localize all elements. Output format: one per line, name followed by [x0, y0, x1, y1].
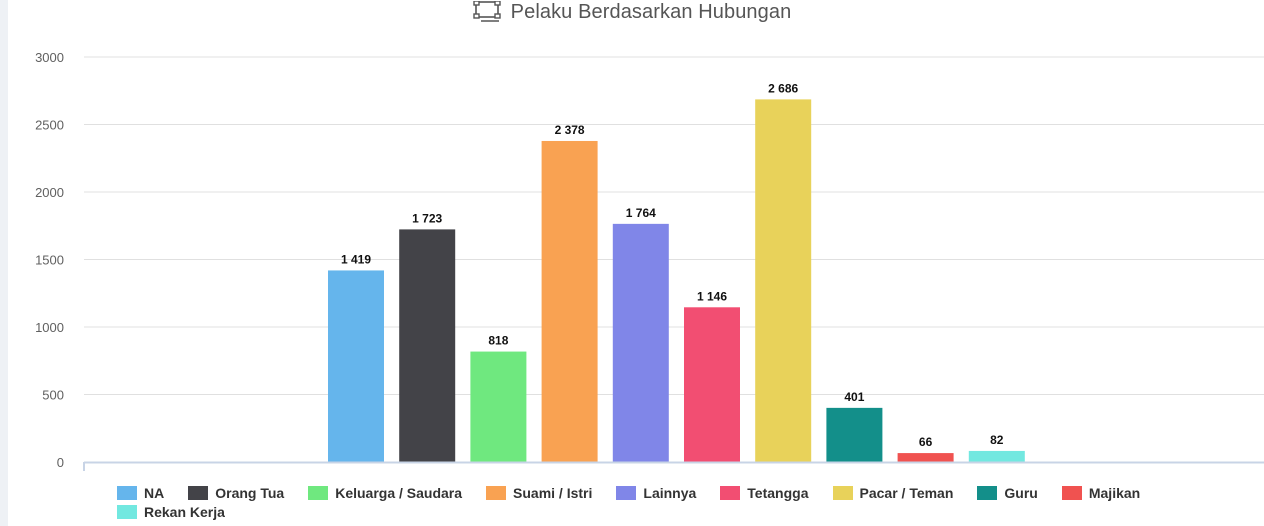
data-label: 1 764 [626, 206, 656, 220]
data-label: 2 686 [768, 81, 798, 95]
legend-item-pacar-teman[interactable]: Pacar / Teman [832, 484, 954, 501]
legend-label: NA [144, 484, 165, 501]
bars-group [328, 99, 1025, 462]
bar-orang-tua[interactable] [399, 229, 456, 462]
page-left-edge [0, 0, 8, 526]
legend-swatch [188, 485, 209, 500]
data-label: 2 378 [555, 123, 585, 137]
x-axis [83, 461, 1264, 471]
legend-item-majikan[interactable]: Majikan [1061, 484, 1141, 501]
data-label: 401 [844, 390, 864, 404]
legend-label: Majikan [1088, 484, 1141, 501]
legend-swatch [117, 485, 137, 500]
bar-majikan[interactable] [897, 453, 954, 462]
data-label: 66 [919, 435, 933, 449]
legend-item-na[interactable]: NA [117, 484, 164, 501]
bar-na[interactable] [328, 270, 384, 462]
data-label: 1 146 [697, 289, 727, 303]
y-tick-label: 3000 [35, 50, 64, 65]
data-labels-group: 1 419 1 723 818 2 378 1 764 1 146 2 686 401 66 82 [341, 81, 1004, 449]
data-label: 818 [488, 334, 508, 348]
y-axis: 0 500 1000 1500 2000 2500 3000 [35, 50, 64, 470]
legend-swatch [616, 485, 637, 500]
y-tick-label: 500 [42, 388, 64, 403]
legend-item-lainnya[interactable]: Lainnya [616, 484, 696, 501]
bar-keluarga-saudara[interactable] [470, 351, 527, 462]
chart-legend: NA Orang Tua Keluarga / Saudara Suami / Ist… [117, 484, 1217, 520]
grid-lines [84, 56, 1264, 395]
y-tick-label: 1000 [35, 320, 64, 335]
y-tick-label: 2500 [35, 118, 64, 133]
bar-rekan-kerja[interactable] [968, 450, 1025, 462]
y-tick-label: 0 [57, 455, 64, 470]
legend-label: Keluarga / Saudara [335, 484, 463, 501]
legend-swatch [720, 485, 741, 500]
legend-swatch [977, 485, 998, 500]
legend-item-rekan-kerja[interactable]: Rekan Kerja [117, 503, 225, 520]
data-label: 1 419 [341, 252, 371, 266]
legend-swatch [832, 485, 853, 500]
legend-item-tetangga[interactable]: Tetangga [720, 484, 809, 501]
data-label: 1 723 [412, 211, 442, 225]
y-tick-label: 2000 [35, 185, 64, 200]
legend-swatch [486, 485, 507, 500]
bar-pacar-teman[interactable] [755, 99, 812, 462]
legend-label: Pacar / Teman [859, 484, 954, 501]
y-tick-label: 1500 [35, 253, 64, 268]
legend-item-orang-tua[interactable]: Orang Tua [188, 484, 284, 501]
chart-header: Pelaku Berdasarkan Hubungan [0, 0, 1264, 24]
legend-label: Suami / Istri [513, 484, 593, 501]
data-label: 82 [990, 433, 1004, 447]
legend-label: Rekan Kerja [144, 503, 225, 520]
legend-item-guru[interactable]: Guru [977, 484, 1038, 501]
legend-item-suami-istri[interactable]: Suami / Istri [486, 484, 592, 501]
legend-swatch [117, 504, 137, 519]
network-icon [472, 1, 501, 22]
legend-label: Guru [1004, 484, 1038, 501]
legend-swatch [308, 485, 329, 500]
bar-suami-istri[interactable] [541, 140, 598, 462]
legend-label: Orang Tua [215, 484, 285, 501]
legend-label: Tetangga [747, 484, 809, 501]
bar-chart: 0 500 1000 1500 2000 2500 3000 1 419 1 723 818 2 … [35, 50, 1264, 471]
bar-tetangga[interactable] [684, 307, 740, 462]
legend-label: Lainnya [643, 484, 697, 501]
legend-swatch [1061, 485, 1082, 500]
legend-item-keluarga-saudara[interactable]: Keluarga / Saudara [308, 484, 462, 501]
bar-guru[interactable] [826, 407, 883, 462]
bar-lainnya[interactable] [612, 223, 669, 462]
chart-title: Pelaku Berdasarkan Hubungan [510, 0, 792, 23]
